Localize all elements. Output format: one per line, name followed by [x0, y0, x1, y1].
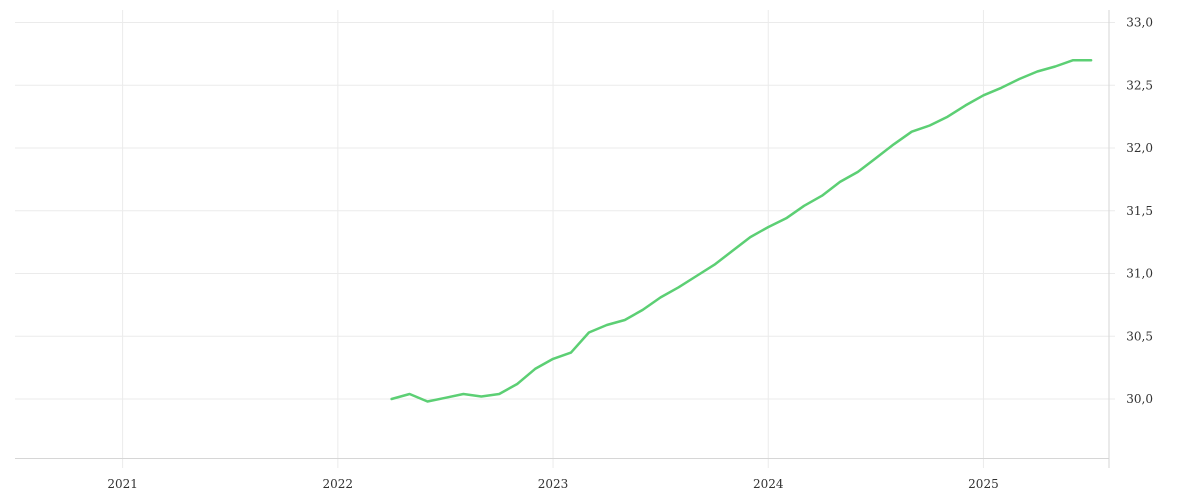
y-tick-label: 32,0 — [1126, 141, 1153, 155]
y-axis-tick-labels: 30,0 30,5 31,0 31,5 32,0 32,5 33,0 — [1126, 16, 1153, 406]
y-tick-label: 31,0 — [1126, 267, 1153, 281]
x-tick-label: 2025 — [968, 477, 999, 491]
series-line-0 — [390, 58, 1093, 403]
series-layer — [390, 58, 1093, 403]
x-axis-tick-labels: 2021 2022 2023 2024 2025 — [107, 477, 998, 491]
y-tick-label: 31,5 — [1126, 204, 1153, 218]
y-tick-label: 33,0 — [1126, 16, 1153, 30]
y-tick-label: 30,0 — [1126, 392, 1153, 406]
y-tick-label: 32,5 — [1126, 78, 1153, 92]
x-tick-label: 2021 — [107, 477, 138, 491]
x-tick-label: 2024 — [753, 477, 784, 491]
y-tick-label: 30,5 — [1126, 329, 1153, 343]
vertical-gridlines — [122, 10, 984, 468]
x-tick-label: 2023 — [538, 477, 569, 491]
horizontal-gridlines — [15, 22, 1115, 400]
x-tick-label: 2022 — [323, 477, 354, 491]
